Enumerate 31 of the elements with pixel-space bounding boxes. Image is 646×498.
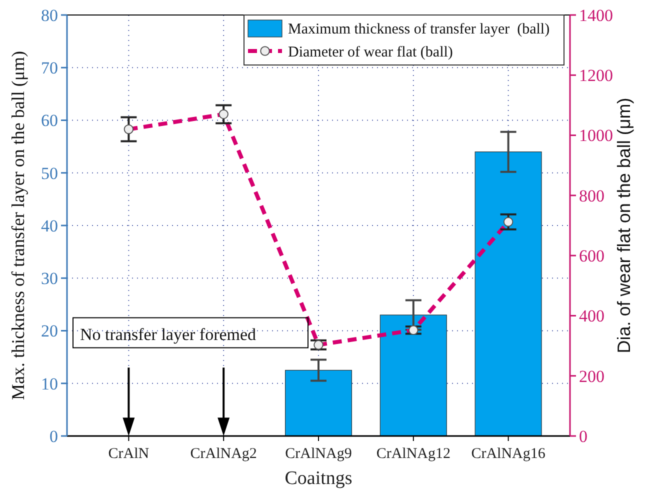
- bar: [380, 314, 447, 436]
- y-tick-label: 30: [41, 269, 58, 288]
- bar: [474, 152, 542, 436]
- bar: [284, 370, 352, 436]
- x-tick-label: CrAlN: [108, 446, 150, 462]
- legend-label: Maximum thickness of transfer layer (ball): [288, 21, 550, 38]
- annotation: No transfer layer foremed: [80, 324, 257, 344]
- y-tick-label: 50: [41, 164, 58, 183]
- y2-tick-label: 1000: [579, 126, 613, 146]
- x-tick-label: CrAlNAg16: [471, 446, 546, 462]
- y2-tick-label: 400: [579, 306, 604, 326]
- y-tick-label: 10: [41, 374, 58, 394]
- y-tick-label: 80: [41, 6, 58, 25]
- y2-tick-label: 0: [579, 426, 588, 446]
- y-tick-label: 70: [41, 58, 58, 78]
- legend-label: Diameter of wear flat (ball): [288, 44, 453, 60]
- x-tick-label: CrAlNAg9: [285, 446, 352, 462]
- y-tick-label: 60: [41, 111, 58, 130]
- x-tick-label: CrAlNAg12: [376, 446, 450, 462]
- y2-tick-label: 1200: [579, 66, 613, 86]
- x-tick-label: CrAlNAg2: [190, 446, 257, 462]
- y-axis-title: Max. thickness of transfer layer on the ball (μm): [8, 50, 28, 400]
- y2-tick-label: 1400: [579, 6, 613, 25]
- y-tick-label: 40: [41, 216, 58, 236]
- y2-tick-label: 800: [579, 186, 604, 206]
- y2-tick-label: 600: [579, 246, 604, 266]
- x-axis-title: Coaitngs: [284, 468, 352, 489]
- y2-axis-title: Dia. of wear flat on the ball (μm): [614, 98, 634, 354]
- y-tick-label: 20: [41, 322, 58, 341]
- y-tick-label: 0: [50, 426, 58, 446]
- y2-tick-label: 200: [579, 366, 604, 386]
